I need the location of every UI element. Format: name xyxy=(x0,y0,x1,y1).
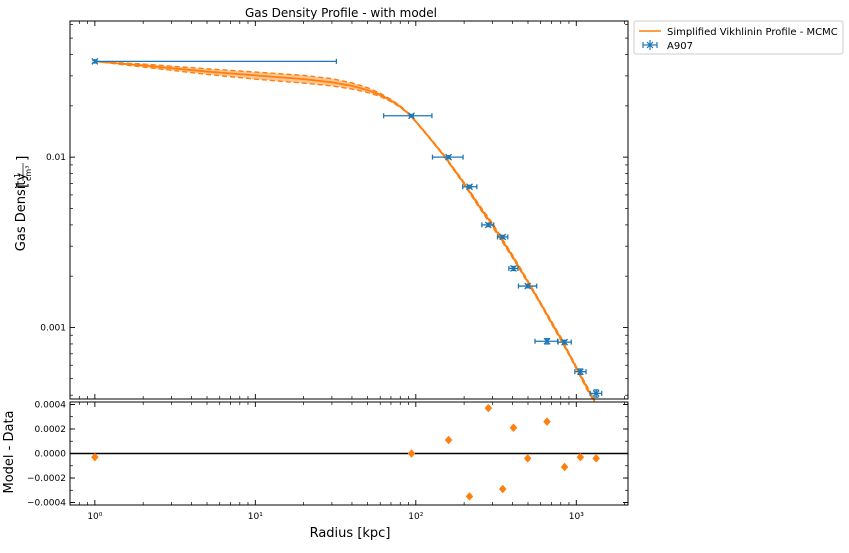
residual-point xyxy=(576,452,585,462)
residual-y-tick-label: 0.0000 xyxy=(35,450,67,460)
residual-y-tick-label: 0.0002 xyxy=(35,425,67,435)
top-plot-area xyxy=(91,57,603,403)
data-point-marker xyxy=(466,183,473,191)
data-point-marker xyxy=(510,264,517,272)
data-point-errorbar xyxy=(589,389,603,398)
residual-point xyxy=(509,423,518,433)
data-point-errorbar xyxy=(517,282,538,290)
y-tick-label: 0.01 xyxy=(46,153,66,163)
y-axis-unit-bracket-right: ] xyxy=(15,156,31,161)
x-tick-label: 10⁰ xyxy=(87,512,102,522)
data-point-marker xyxy=(445,153,453,161)
model-confidence-band xyxy=(94,61,595,402)
residual-y-tick-label: −0.0002 xyxy=(27,474,66,484)
data-point-errorbar xyxy=(534,337,559,345)
data-point-errorbar xyxy=(462,183,478,191)
chart-title: Gas Density Profile - with model xyxy=(245,6,437,20)
data-point-errorbar xyxy=(481,221,495,229)
data-point-marker xyxy=(592,389,600,397)
residual-point xyxy=(560,462,569,472)
model-curve xyxy=(94,60,596,402)
x-axis-label: Radius [kpc] xyxy=(310,526,391,541)
x-tick-label: 10¹ xyxy=(248,512,263,522)
legend-label-data: A907 xyxy=(667,41,693,52)
y-axis-label-bottom: Model - Data xyxy=(2,410,17,493)
y-axis-unit-denominator: cm³ xyxy=(24,166,33,181)
residual-plot-area xyxy=(70,403,628,501)
data-point-errorbar xyxy=(382,112,433,120)
model-upper-dashed-line xyxy=(94,60,596,401)
residual-y-tick-label: −0.0004 xyxy=(27,499,66,509)
data-point-marker xyxy=(499,233,507,241)
residual-point xyxy=(91,452,99,462)
residual-point xyxy=(407,449,416,458)
data-point-marker xyxy=(408,112,415,120)
residual-point xyxy=(484,403,493,413)
data-point-marker xyxy=(561,338,569,346)
data-point-errorbar xyxy=(91,57,338,65)
residual-point xyxy=(592,454,600,463)
data-point-errorbar xyxy=(574,368,587,376)
model-lower-dashed-line xyxy=(94,60,596,403)
legend: Simplified Vikhlinin Profile - MCMC A907 xyxy=(633,20,844,55)
top-axes-frame xyxy=(69,20,629,400)
data-point-marker xyxy=(484,221,492,229)
data-point-errorbar xyxy=(508,264,519,272)
residual-point xyxy=(465,492,474,501)
x-tick-label: 10² xyxy=(408,512,423,522)
data-point-errorbar xyxy=(557,338,572,346)
y-axis-unit-bracket-left: [ xyxy=(15,183,31,188)
data-point-marker xyxy=(524,282,532,290)
y-axis-label-top: Gas Density xyxy=(14,173,29,252)
data-point-marker xyxy=(543,337,551,345)
residual-point xyxy=(498,484,507,494)
data-point-marker xyxy=(576,368,584,376)
residual-y-tick-label: 0.0004 xyxy=(35,400,67,410)
y-tick-label: 0.001 xyxy=(40,323,66,333)
residual-point xyxy=(543,417,551,426)
legend-swatch-data xyxy=(642,40,658,50)
residual-point xyxy=(444,435,453,445)
data-point-marker xyxy=(91,57,99,65)
legend-box xyxy=(633,20,844,55)
data-point-errorbar xyxy=(431,153,464,161)
residual-point xyxy=(523,454,532,463)
y-axis-unit-numerator: 1 xyxy=(13,173,22,178)
legend-label-model: Simplified Vikhlinin Profile - MCMC xyxy=(667,27,838,38)
y-axis-unit: [ 1 cm³ ] xyxy=(13,156,33,188)
x-tick-label: 10³ xyxy=(569,512,584,522)
data-point-errorbar xyxy=(496,233,509,241)
